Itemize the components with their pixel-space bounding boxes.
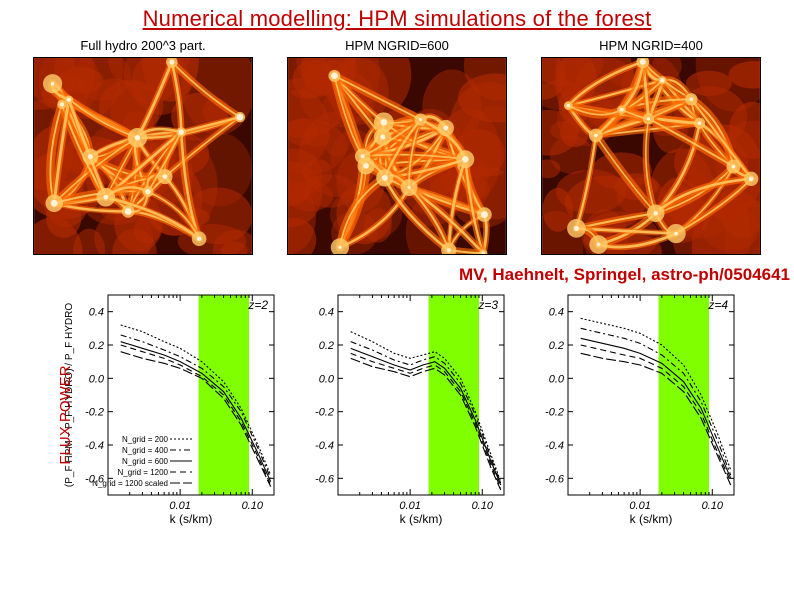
sim-label-2: HPM NGRID=400	[599, 38, 703, 53]
svg-text:-0.4: -0.4	[545, 440, 564, 452]
svg-text:k (s/km): k (s/km)	[630, 512, 673, 526]
svg-text:0.10: 0.10	[472, 500, 494, 512]
svg-text:0.10: 0.10	[242, 500, 264, 512]
sim-label-1: HPM NGRID=600	[345, 38, 449, 53]
svg-text:-0.4: -0.4	[315, 440, 334, 452]
svg-text:N_grid = 1200 scaled: N_grid = 1200 scaled	[92, 479, 168, 488]
sim-image-1	[287, 57, 507, 255]
svg-text:0.2: 0.2	[319, 340, 334, 352]
svg-text:k (s/km): k (s/km)	[170, 512, 213, 526]
svg-text:N_grid = 200: N_grid = 200	[122, 435, 169, 444]
sim-panel-0: Full hydro 200^3 part.	[28, 38, 258, 255]
svg-text:-0.6: -0.6	[545, 473, 565, 485]
chart-z2: -0.6-0.4-0.20.00.20.40.010.10k (s/km)(P_…	[60, 287, 282, 527]
charts-area: FLUX POWER -0.6 -0.4 -0.2 0.0 0.2 0.4 0.01 0.10…	[0, 287, 794, 542]
sim-image-2	[541, 57, 761, 255]
charts-row: -0.6-0.4-0.20.00.20.40.010.10k (s/km)(P_…	[60, 287, 774, 527]
svg-text:0.2: 0.2	[89, 340, 104, 352]
svg-text:-0.2: -0.2	[545, 407, 564, 419]
svg-text:-0.6: -0.6	[315, 473, 335, 485]
svg-text:z=4: z=4	[707, 298, 728, 312]
svg-text:0.01: 0.01	[629, 500, 650, 512]
svg-text:0.01: 0.01	[169, 500, 190, 512]
svg-text:0.2: 0.2	[549, 340, 564, 352]
svg-text:0.0: 0.0	[549, 373, 565, 385]
sim-label-0: Full hydro 200^3 part.	[80, 38, 205, 53]
svg-text:0.4: 0.4	[319, 307, 334, 319]
svg-text:0.4: 0.4	[549, 307, 564, 319]
svg-text:-0.4: -0.4	[85, 440, 104, 452]
chart-z4: -0.6 -0.4 -0.2 0.0 0.2 0.4 0.01 0.10 k (s/km) z=4	[520, 287, 742, 527]
svg-text:0.4: 0.4	[89, 307, 104, 319]
chart-z3: -0.6 -0.4 -0.2 0.0 0.2 0.4 0.01 0.10 k (s/km) z=3	[290, 287, 512, 527]
svg-text:0.0: 0.0	[319, 373, 335, 385]
svg-text:0.10: 0.10	[702, 500, 724, 512]
sim-panel-1: HPM NGRID=600	[282, 38, 512, 255]
svg-text:-0.2: -0.2	[315, 407, 334, 419]
svg-text:0.01: 0.01	[399, 500, 420, 512]
sim-image-0	[33, 57, 253, 255]
page-title: Numerical modelling: HPM simulations of …	[0, 0, 794, 34]
svg-text:z=2: z=2	[247, 298, 268, 312]
flux-power-label: FLUX POWER	[57, 365, 74, 464]
svg-text:-0.2: -0.2	[85, 407, 104, 419]
svg-text:N_grid = 600: N_grid = 600	[122, 457, 169, 466]
citation-text: MV, Haehnelt, Springel, astro-ph/0504641	[0, 255, 794, 287]
svg-text:k (s/km): k (s/km)	[400, 512, 443, 526]
svg-text:0.0: 0.0	[89, 373, 105, 385]
simulation-row: Full hydro 200^3 part. HPM NGRID=600 HPM…	[0, 34, 794, 255]
svg-text:z=3: z=3	[477, 298, 498, 312]
svg-text:N_grid = 400: N_grid = 400	[122, 446, 169, 455]
sim-panel-2: HPM NGRID=400	[536, 38, 766, 255]
svg-text:N_grid = 1200: N_grid = 1200	[118, 468, 169, 477]
